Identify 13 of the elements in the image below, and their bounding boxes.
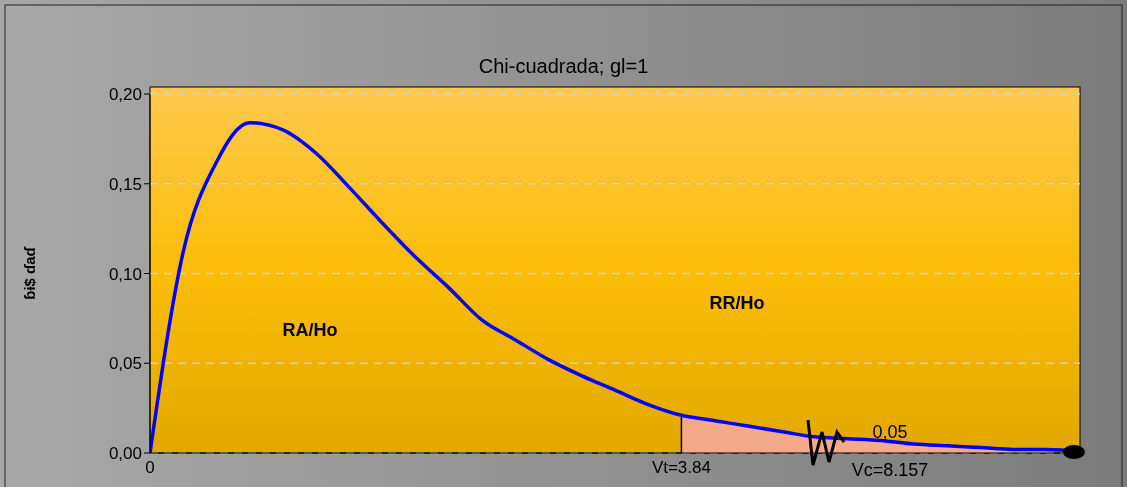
y-tick-label: 0,10 <box>108 264 142 284</box>
x-tick-label: Vt=3.84 <box>651 458 711 478</box>
text: Vc=8.157 <box>851 459 929 481</box>
x-tick-label: 0 <box>145 458 155 478</box>
y-tick-label: 0,05 <box>108 354 142 374</box>
annotation: RR/Ho <box>709 292 765 314</box>
y-tick-label: 0,20 <box>108 85 142 105</box>
annotation: 0,05 <box>872 421 908 443</box>
y-axis-title: ɓɨ$ ɗaɗ <box>21 246 39 300</box>
annotation: RA/Ho <box>282 319 338 341</box>
y-tick-label: 0,15 <box>108 174 142 194</box>
chart-title: Chi-cuadrada; gl=1 <box>477 55 650 78</box>
y-tick-label: 0,00 <box>108 444 142 464</box>
